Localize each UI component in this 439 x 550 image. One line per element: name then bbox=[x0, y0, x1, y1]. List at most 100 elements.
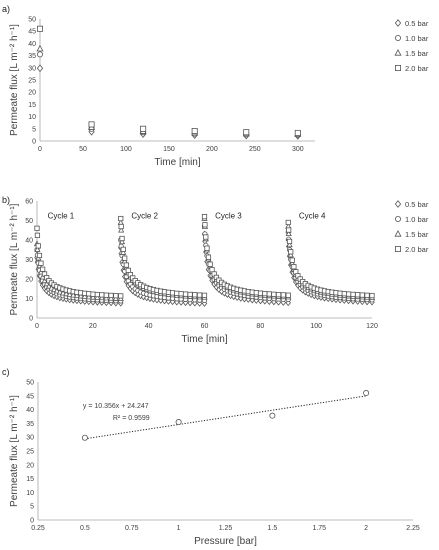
legend-label: 0.5 bar bbox=[405, 200, 429, 209]
data-point-2-0-bar bbox=[103, 292, 109, 298]
data-point-1-5-bar bbox=[94, 294, 101, 300]
data-point-2-0-bar bbox=[285, 219, 291, 226]
x-axis-title: Time [min] bbox=[181, 334, 228, 345]
data-point-2-0-bar bbox=[209, 267, 215, 273]
y-axis-title: Permeate flux [L m⁻² h⁻¹] bbox=[9, 395, 20, 507]
y-tick-label: 45 bbox=[28, 29, 36, 36]
cycle-label: Cycle 3 bbox=[215, 212, 242, 221]
legend-label: 2.0 bar bbox=[405, 64, 429, 73]
data-point-1-5-bar bbox=[120, 249, 127, 255]
data-point-1-5-bar bbox=[56, 288, 63, 295]
y-tick-label: 0 bbox=[29, 316, 33, 323]
data-point-2-0-bar bbox=[355, 292, 361, 298]
legend-marker bbox=[394, 19, 402, 27]
data-point-2-0-bar bbox=[196, 292, 203, 298]
data-point-2-0-bar bbox=[35, 243, 41, 249]
y-tick-label: 10 bbox=[25, 296, 33, 303]
data-point-2-0-bar bbox=[289, 257, 295, 263]
data-point-2-0-bar bbox=[118, 215, 124, 222]
legend-marker bbox=[394, 65, 401, 72]
x-tick-label: 150 bbox=[163, 146, 175, 153]
x-tick-label: 300 bbox=[292, 146, 304, 153]
legend-label: 1.5 bar bbox=[405, 49, 429, 58]
y-tick-label: 15 bbox=[28, 102, 36, 109]
data-point-0-5-bar bbox=[36, 64, 44, 73]
data-point-2-0-bar bbox=[341, 291, 347, 297]
cycle-label: Cycle 2 bbox=[131, 212, 158, 221]
x-tick-label: 200 bbox=[206, 146, 218, 153]
y-tick-label: 5 bbox=[30, 504, 34, 511]
data-point-2-0-bar bbox=[120, 246, 126, 252]
y-tick-label: 50 bbox=[28, 17, 36, 24]
data-point-2-0-bar bbox=[257, 290, 264, 296]
y-tick-label: 0 bbox=[30, 518, 34, 525]
data-point-2-0-bar bbox=[285, 292, 291, 298]
legend-label: 2.0 bar bbox=[405, 245, 429, 254]
data-point-1-5-bar bbox=[39, 273, 46, 280]
data-point-1-5-bar bbox=[98, 294, 105, 301]
data-point-2-0-bar bbox=[174, 290, 180, 296]
data-point-2-0-bar bbox=[286, 238, 293, 245]
data-point-1-5-bar bbox=[89, 293, 97, 300]
data-point-2-0-bar bbox=[119, 235, 125, 242]
data-point-1-0-bar bbox=[37, 51, 44, 58]
y-tick-label: 20 bbox=[28, 90, 36, 97]
legend-marker bbox=[394, 49, 402, 56]
x-tick-label: 1.75 bbox=[312, 525, 326, 532]
data-point-2-0-bar bbox=[88, 121, 95, 128]
data-point-0-5-bar bbox=[201, 300, 208, 307]
y-axis-title: Permeate flux [L m⁻² h⁻¹] bbox=[9, 24, 20, 136]
data-point-1-5-bar bbox=[73, 292, 81, 299]
data-point-2-0-bar bbox=[286, 227, 292, 233]
cycle-label: Cycle 1 bbox=[48, 212, 75, 221]
data-point-2-0-bar bbox=[182, 291, 189, 297]
data-point-2-0-bar bbox=[294, 129, 301, 136]
data-point-2-0-bar bbox=[118, 293, 124, 299]
data-point-2-0-bar bbox=[288, 249, 294, 255]
data-point-2-0-bar bbox=[337, 290, 343, 296]
data-point-2-0-bar bbox=[243, 129, 250, 136]
panel-label: b) bbox=[2, 195, 10, 205]
y-tick-label: 5 bbox=[32, 126, 36, 133]
panel-b: b) 0 20 40 60 80 100 120 0 10 20 30 40 50 60 Time [min]… bbox=[2, 195, 429, 345]
data-point-2-0-bar bbox=[118, 223, 124, 230]
legend-marker bbox=[394, 215, 401, 222]
y-tick-label: 30 bbox=[26, 435, 34, 442]
data-point-1-5-bar bbox=[66, 291, 73, 297]
x-tick-label: 250 bbox=[249, 146, 261, 153]
panel-label: a) bbox=[2, 4, 10, 14]
data-point-1-5-bar bbox=[77, 292, 84, 299]
data-point-2-0-bar bbox=[262, 290, 268, 297]
data-point-2-0-bar bbox=[123, 262, 129, 268]
data-point-2-0-bar bbox=[37, 25, 44, 32]
data-point-series bbox=[81, 434, 88, 441]
data-point-1-5-bar bbox=[45, 282, 53, 289]
data-point-2-0-bar bbox=[36, 252, 43, 259]
data-point-2-0-bar bbox=[122, 255, 128, 261]
data-point-2-0-bar bbox=[94, 291, 100, 298]
data-point-2-0-bar bbox=[275, 292, 282, 298]
data-point-2-0-bar bbox=[346, 291, 352, 297]
x-tick-label: 2 bbox=[364, 525, 368, 532]
data-point-2-0-bar bbox=[178, 291, 184, 297]
x-tick-label: 120 bbox=[366, 323, 378, 330]
data-point-2-0-bar bbox=[99, 292, 105, 298]
cycle-label: Cycle 4 bbox=[299, 212, 326, 221]
data-point-0-5-bar bbox=[178, 299, 184, 306]
y-tick-label: 30 bbox=[25, 257, 33, 264]
panel-label: c) bbox=[2, 367, 10, 377]
data-point-2-0-bar bbox=[271, 291, 277, 297]
x-tick-label: 1.25 bbox=[219, 525, 233, 532]
y-tick-label: 30 bbox=[28, 65, 36, 72]
data-point-2-0-bar bbox=[201, 292, 208, 298]
y-tick-label: 40 bbox=[26, 407, 34, 414]
x-tick-label: 50 bbox=[79, 146, 87, 153]
data-point-2-0-bar bbox=[204, 245, 210, 251]
data-point-0-5-bar bbox=[161, 297, 168, 305]
data-point-0-5-bar bbox=[182, 299, 189, 307]
data-point-1-5-bar bbox=[34, 246, 41, 252]
x-tick-label: 80 bbox=[256, 323, 264, 330]
data-point-1-5-bar bbox=[118, 238, 126, 245]
y-tick-label: 25 bbox=[28, 78, 36, 85]
